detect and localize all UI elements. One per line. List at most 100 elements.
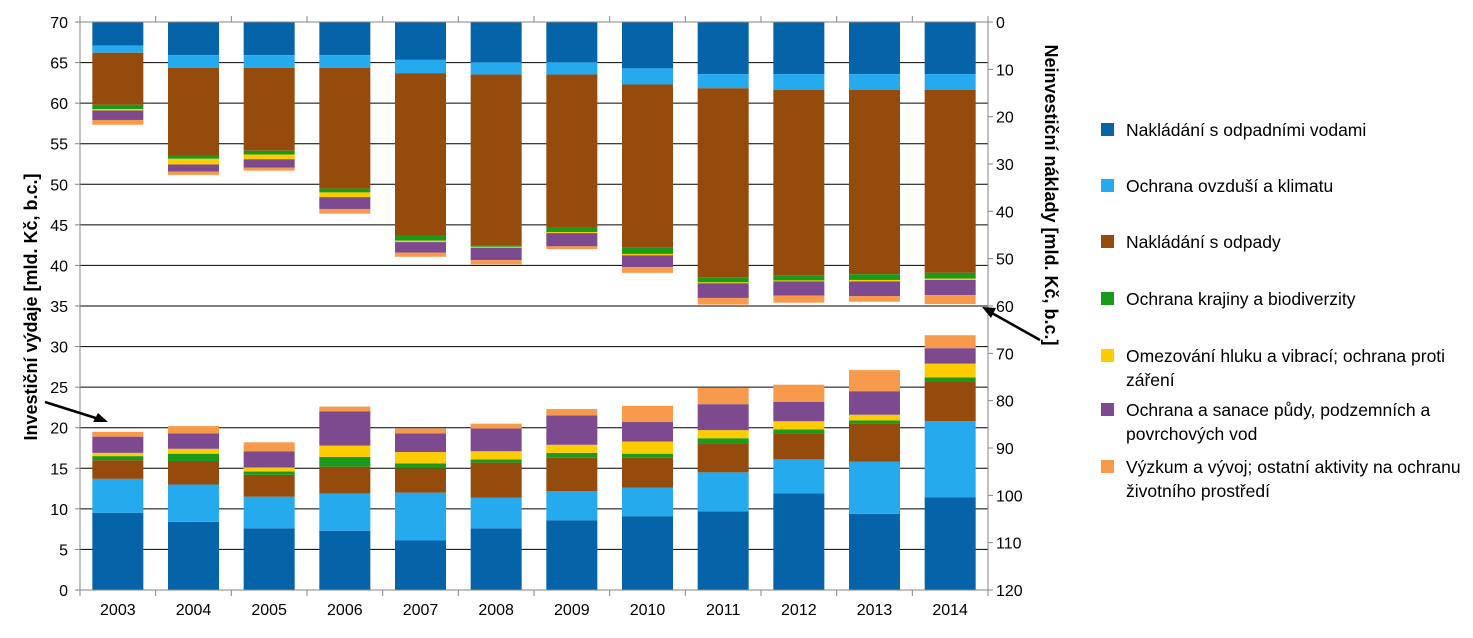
bar-investment-2003 <box>92 452 144 457</box>
bar-investment-2010 <box>622 487 673 517</box>
bar-operating-2012 <box>773 74 825 90</box>
bar-operating-2011 <box>697 88 749 278</box>
bar-investment-2008 <box>470 462 522 498</box>
bars <box>92 22 976 590</box>
legend-swatch <box>1101 292 1114 305</box>
bar-operating-2014 <box>924 278 976 280</box>
bar-operating-2007 <box>395 235 446 241</box>
bar-operating-2007 <box>395 22 446 60</box>
bar-investment-2010 <box>622 405 673 423</box>
y-tick-label-right: 90 <box>996 441 1014 458</box>
legend-label: Výzkum a vývoj; ostatní aktivity na ochr… <box>1126 457 1461 501</box>
bar-investment-2013 <box>849 423 900 462</box>
bar-operating-2013 <box>849 74 900 90</box>
bar-operating-2012 <box>773 295 825 303</box>
bar-investment-2003 <box>92 456 144 461</box>
bar-operating-2008 <box>470 245 522 247</box>
bar-operating-2012 <box>773 280 825 282</box>
y-tick-label-left: 30 <box>50 340 68 357</box>
right-axis-title: Neinvestiční náklady [mld. Kč, b.c.] <box>1041 44 1061 345</box>
bar-investment-2008 <box>470 451 522 460</box>
x-ticks: 2003 2004 2005 2006 2007 2008 2009 2010 2011 2012… <box>100 602 968 619</box>
y-tick-label-left: 45 <box>50 218 68 235</box>
bar-operating-2014 <box>924 74 976 90</box>
legend-item-vyzkum: Výzkum a vývoj; ostatní aktivity na ochr… <box>1101 455 1471 503</box>
legend-label: Omezování hluku a vibrací; ochrana proti… <box>1126 346 1446 390</box>
x-tick-label: 2009 <box>554 602 590 619</box>
bar-investment-2009 <box>546 409 598 416</box>
bar-investment-2004 <box>168 484 219 522</box>
bar-operating-2010 <box>622 255 673 268</box>
bar-investment-2005 <box>243 467 295 472</box>
bar-investment-2014 <box>924 497 976 590</box>
bar-investment-2011 <box>697 511 749 590</box>
bar-investment-2003 <box>92 478 144 513</box>
legend: Nakládání s odpadními vodami Ochrana ovz… <box>1101 0 1473 638</box>
bar-operating-2003 <box>92 45 144 53</box>
y-tick-label-left: 5 <box>59 542 68 559</box>
y-tick-label-left: 10 <box>50 502 68 519</box>
bar-operating-2013 <box>849 281 900 297</box>
bar-operating-2004 <box>168 155 219 159</box>
legend-swatch <box>1101 235 1114 248</box>
bar-operating-2010 <box>622 267 673 273</box>
bar-investment-2003 <box>92 512 144 590</box>
y-tick-label-right: 0 <box>996 15 1005 32</box>
legend-item-krajina: Ochrana krajiny a biodiverzity <box>1101 287 1471 311</box>
bar-operating-2005 <box>243 150 295 155</box>
bar-operating-2011 <box>697 283 749 298</box>
bar-investment-2003 <box>92 460 144 479</box>
bar-investment-2010 <box>622 457 673 488</box>
bar-operating-2013 <box>849 279 900 282</box>
bar-investment-2009 <box>546 520 598 590</box>
bar-investment-2004 <box>168 426 219 434</box>
y-tick-label-right: 40 <box>996 204 1014 221</box>
bar-operating-2012 <box>773 22 825 75</box>
bar-investment-2012 <box>773 384 825 402</box>
y-tick-label-left: 20 <box>50 421 68 438</box>
bar-investment-2010 <box>622 516 673 590</box>
bar-investment-2009 <box>546 457 598 492</box>
y-tick-label-left: 50 <box>50 177 68 194</box>
y-tick-label-right: 70 <box>996 346 1014 363</box>
legend-swatch <box>1101 403 1114 416</box>
bar-investment-2010 <box>622 422 673 442</box>
bar-investment-2004 <box>168 433 219 449</box>
y-tick-label-right: 100 <box>996 488 1023 505</box>
bar-investment-2013 <box>849 420 900 424</box>
bar-operating-2012 <box>773 89 825 276</box>
bar-operating-2009 <box>546 22 598 63</box>
bar-operating-2013 <box>849 89 900 275</box>
legend-item-odpadni-vody: Nakládání s odpadními vodami <box>1101 118 1471 142</box>
bar-operating-2013 <box>849 22 900 75</box>
bar-operating-2014 <box>924 295 976 305</box>
bar-investment-2006 <box>319 466 371 494</box>
bar-operating-2008 <box>470 22 522 63</box>
x-tick-label: 2003 <box>100 602 136 619</box>
bar-operating-2009 <box>546 246 598 250</box>
bar-investment-2005 <box>243 442 295 452</box>
bar-investment-2011 <box>697 404 749 431</box>
bar-operating-2010 <box>622 84 673 248</box>
bar-operating-2013 <box>849 274 900 280</box>
bar-investment-2014 <box>924 363 976 378</box>
bar-investment-2012 <box>773 401 825 422</box>
y-tick-label-left: 35 <box>50 299 68 316</box>
bar-investment-2004 <box>168 521 219 590</box>
bar-investment-2007 <box>395 428 446 434</box>
bar-operating-2003 <box>92 119 144 125</box>
bar-investment-2007 <box>395 452 446 464</box>
bar-operating-2003 <box>92 109 144 111</box>
bar-operating-2011 <box>697 22 749 75</box>
legend-swatch <box>1101 349 1114 362</box>
bar-operating-2005 <box>243 159 295 168</box>
bar-investment-2011 <box>697 430 749 439</box>
bar-operating-2008 <box>470 247 522 261</box>
y-ticks-right: 0 10 20 30 40 50 60 70 80 90 100 110 120 <box>988 15 1023 600</box>
bar-operating-2011 <box>697 297 749 305</box>
x-tick-label: 2006 <box>327 602 363 619</box>
bar-investment-2007 <box>395 433 446 453</box>
y-tick-label-right: 120 <box>996 583 1023 600</box>
bar-operating-2008 <box>470 74 522 246</box>
bar-investment-2009 <box>546 452 598 458</box>
